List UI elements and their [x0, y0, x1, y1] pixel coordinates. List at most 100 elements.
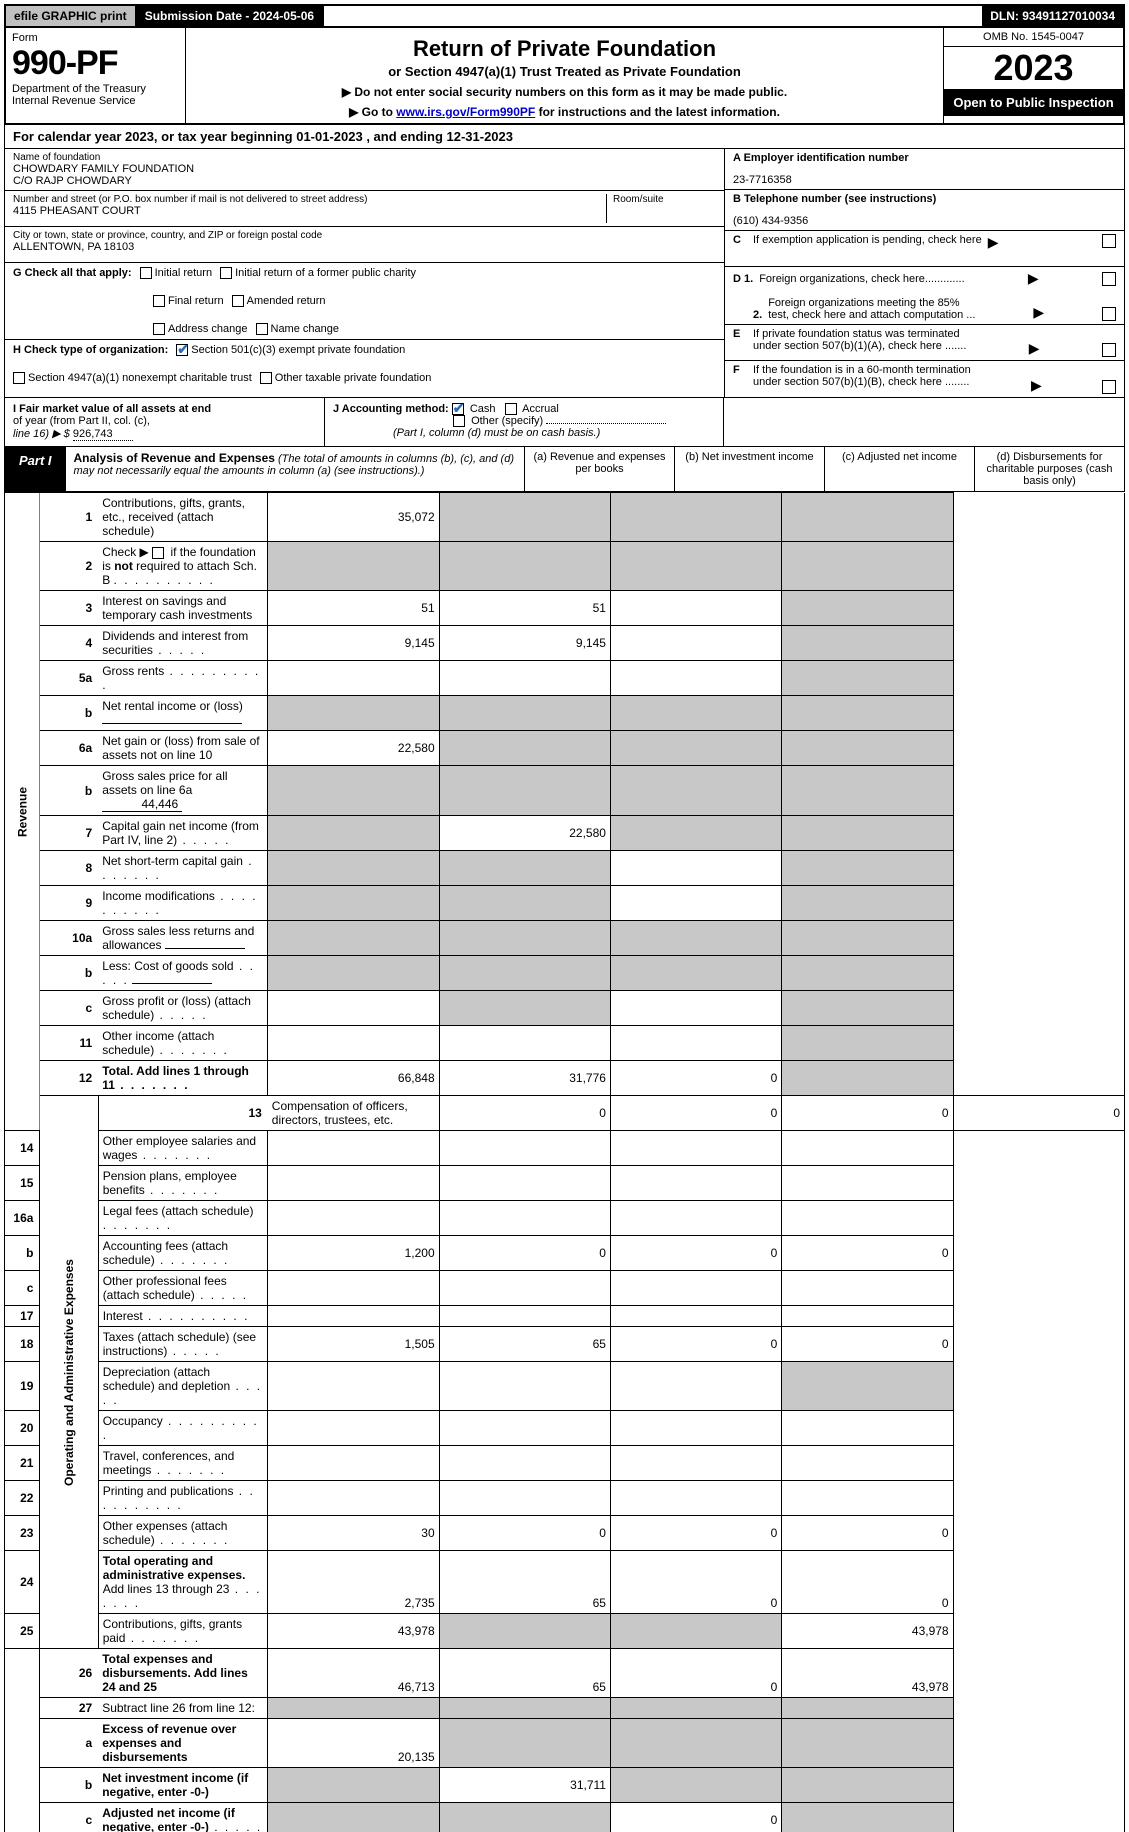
line-desc: Capital gain net income (from Part IV, l…: [98, 816, 268, 851]
line-desc: Total operating and administrative expen…: [98, 1551, 268, 1614]
table-row: 26 Total expenses and disbursements. Add…: [5, 1649, 1125, 1698]
line-desc: Contributions, gifts, grants paid: [98, 1614, 268, 1649]
j-other: Other (specify): [471, 415, 543, 427]
table-row: 12 Total. Add lines 1 through 11 66,848 …: [5, 1061, 1125, 1096]
ein-value: 23-7716358: [733, 174, 792, 186]
cb-initial-former[interactable]: [220, 267, 232, 279]
table-row: 24 Total operating and administrative ex…: [5, 1551, 1125, 1614]
address-label: Number and street (or P.O. box number if…: [13, 194, 606, 205]
line-desc: Net investment income (if negative, ente…: [98, 1768, 268, 1803]
cb-501c3[interactable]: [176, 344, 188, 356]
cb-name-change[interactable]: [256, 323, 268, 335]
line-num: 3: [40, 591, 98, 626]
h-opt2: Section 4947(a)(1) nonexempt charitable …: [28, 372, 252, 384]
omb-number: OMB No. 1545-0047: [944, 28, 1123, 47]
val-c: 0: [610, 1327, 781, 1362]
e2-label: under section 507(b)(1)(A), check here .…: [753, 340, 966, 352]
val-c: 0: [610, 1236, 781, 1271]
val-a: 1,505: [268, 1327, 439, 1362]
cb-other-taxable[interactable]: [260, 372, 272, 384]
table-row: 6a Net gain or (loss) from sale of asset…: [5, 731, 1125, 766]
line-desc: Interest: [98, 1306, 268, 1327]
line-num: 25: [5, 1614, 40, 1649]
city-state-zip: ALLENTOWN, PA 18103: [13, 241, 716, 253]
d-foreign-row: D 1. Foreign organizations, check here..…: [725, 267, 1124, 325]
table-row: 18 Taxes (attach schedule) (see instruct…: [5, 1327, 1125, 1362]
part1-label: Part I: [5, 447, 66, 491]
line-num: 19: [5, 1362, 40, 1411]
line-num: b: [40, 696, 98, 731]
table-row: 14 Other employee salaries and wages: [5, 1131, 1125, 1166]
g-opt3: Final return: [168, 295, 224, 307]
irs-link[interactable]: www.irs.gov/Form990PF: [396, 105, 535, 119]
table-row: 19 Depreciation (attach schedule) and de…: [5, 1362, 1125, 1411]
line-num: 7: [40, 816, 98, 851]
line-desc: Total expenses and disbursements. Add li…: [98, 1649, 268, 1698]
form-title-block: Return of Private Foundation or Section …: [186, 28, 943, 123]
line-num: b: [5, 1236, 40, 1271]
j-note: (Part I, column (d) must be on cash basi…: [393, 427, 600, 439]
form-title: Return of Private Foundation: [194, 36, 935, 62]
d1-label: Foreign organizations, check here.......…: [759, 273, 964, 285]
table-row: 27 Subtract line 26 from line 12:: [5, 1698, 1125, 1719]
cb-cash[interactable]: [452, 403, 464, 415]
table-row: 7 Capital gain net income (from Part IV,…: [5, 816, 1125, 851]
line-desc: Subtract line 26 from line 12:: [98, 1698, 268, 1719]
line-desc: Depreciation (attach schedule) and deple…: [98, 1362, 268, 1411]
cb-address-change[interactable]: [153, 323, 165, 335]
table-row: 11 Other income (attach schedule): [5, 1026, 1125, 1061]
table-row: 8 Net short-term capital gain: [5, 851, 1125, 886]
open-public-badge: Open to Public Inspection: [944, 89, 1123, 116]
efile-print-button[interactable]: efile GRAPHIC print: [6, 6, 137, 26]
ein-cell: A Employer identification number 23-7716…: [725, 149, 1124, 190]
col-d-head: (d) Disbursements for charitable purpose…: [974, 447, 1124, 491]
city-label: City or town, state or province, country…: [13, 230, 716, 241]
line-desc: Other professional fees (attach schedule…: [98, 1271, 268, 1306]
g-opt1: Initial return: [155, 267, 212, 279]
val-d: 0: [953, 1096, 1124, 1131]
cb-accrual[interactable]: [505, 403, 517, 415]
line-desc: Compensation of officers, directors, tru…: [268, 1096, 439, 1131]
form-id-block: Form 990-PF Department of the Treasury I…: [6, 28, 186, 123]
cb-d1[interactable]: [1102, 272, 1116, 286]
val-a: 2,735: [268, 1551, 439, 1614]
street-address: 4115 PHEASANT COURT: [13, 205, 606, 217]
val-b: 65: [439, 1551, 610, 1614]
h-opt1: Section 501(c)(3) exempt private foundat…: [191, 344, 405, 356]
cb-4947a1[interactable]: [13, 372, 25, 384]
fmv-value: 926,743: [73, 428, 133, 441]
g-opt6: Name change: [271, 323, 340, 335]
val-a: 51: [268, 591, 439, 626]
cb-final-return[interactable]: [153, 295, 165, 307]
line-2-desc: Check ▶ if the foundation is not require…: [98, 542, 268, 591]
line-num: 5a: [40, 661, 98, 696]
line-desc: Excess of revenue over expenses and disb…: [98, 1719, 268, 1768]
cb-other-method[interactable]: [453, 415, 465, 427]
entity-info: Name of foundation CHOWDARY FAMILY FOUND…: [4, 149, 1125, 398]
val-d: 0: [782, 1236, 953, 1271]
cb-e[interactable]: [1102, 343, 1116, 357]
cb-f[interactable]: [1102, 380, 1116, 394]
line-desc: Other expenses (attach schedule): [98, 1516, 268, 1551]
j-accounting-cell: J Accounting method: Cash Accrual Other …: [325, 398, 724, 446]
foundation-name-2: C/O RAJP CHOWDARY: [13, 175, 716, 187]
cb-initial-return[interactable]: [140, 267, 152, 279]
cb-c-exemption[interactable]: [1102, 234, 1116, 248]
val-c: 0: [610, 1061, 781, 1096]
val-c: 0: [782, 1096, 953, 1131]
val-c: 0: [610, 1551, 781, 1614]
line-desc: Occupancy: [98, 1411, 268, 1446]
room-label: Room/suite: [613, 194, 716, 205]
ij-row: I Fair market value of all assets at end…: [4, 398, 1125, 447]
line-desc: Income modifications: [98, 886, 268, 921]
cb-d2[interactable]: [1102, 307, 1116, 321]
cb-sch-b[interactable]: [152, 547, 164, 559]
i-fmv-cell: I Fair market value of all assets at end…: [5, 398, 325, 446]
val-a: 30: [268, 1516, 439, 1551]
tax-year: 2023: [944, 47, 1123, 89]
cb-amended[interactable]: [232, 295, 244, 307]
d2b-label: test, check here and attach computation …: [768, 309, 975, 321]
val-b: 22,580: [439, 816, 610, 851]
6b-value: 44,446: [102, 797, 182, 812]
part1-table: Revenue 1 Contributions, gifts, grants, …: [4, 492, 1125, 1832]
